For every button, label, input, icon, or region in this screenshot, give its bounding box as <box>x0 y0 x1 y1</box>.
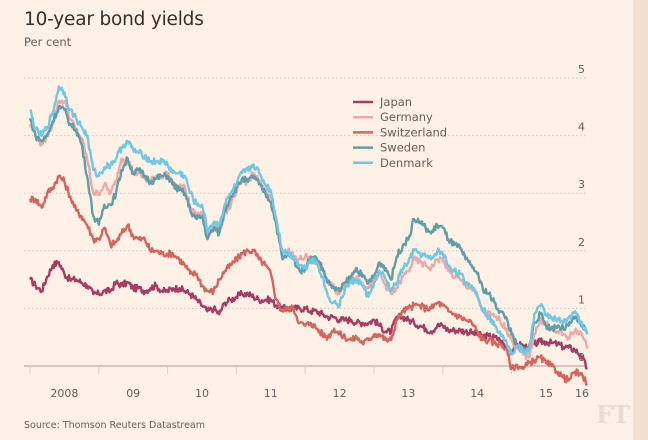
ft-logo: FT <box>596 400 630 429</box>
legend-label-germany: Germany <box>380 110 433 124</box>
right-edge-strip <box>633 0 648 440</box>
series-line-denmark <box>29 85 589 356</box>
x-tick-label: 16 <box>575 387 589 400</box>
x-tick-label: 2008 <box>50 387 78 400</box>
y-tick-label: 3 <box>578 178 585 191</box>
legend-label-switzerland: Switzerland <box>380 125 447 139</box>
legend-label-japan: Japan <box>379 95 412 109</box>
y-tick-label: 2 <box>578 236 585 249</box>
x-tick-label: 13 <box>401 387 415 400</box>
x-axis: 2008 09 10 11 12 13 14 15 16 <box>24 365 589 400</box>
x-tick-label: 10 <box>195 387 209 400</box>
x-tick-label: 11 <box>264 387 278 400</box>
chart-title: 10-year bond yields <box>24 9 204 30</box>
series-line-japan <box>28 259 588 370</box>
series-line-switzerland <box>28 174 589 386</box>
y-tick-label: 1 <box>578 293 585 306</box>
x-tick-label: 12 <box>333 387 347 400</box>
chart-subtitle: Per cent <box>24 35 72 49</box>
series-line-sweden <box>28 104 589 354</box>
x-tick-label: 09 <box>126 387 140 400</box>
series-line-germany <box>28 99 589 361</box>
x-tick-label: 15 <box>539 387 553 400</box>
legend-label-denmark: Denmark <box>380 156 433 170</box>
y-tick-label: 4 <box>578 121 585 134</box>
series-lines <box>28 85 589 386</box>
legend-label-sweden: Sweden <box>380 141 425 155</box>
x-tick-label: 14 <box>470 387 484 400</box>
source-note: Source: Thomson Reuters Datastream <box>24 420 206 431</box>
y-tick-label: 5 <box>578 63 585 76</box>
